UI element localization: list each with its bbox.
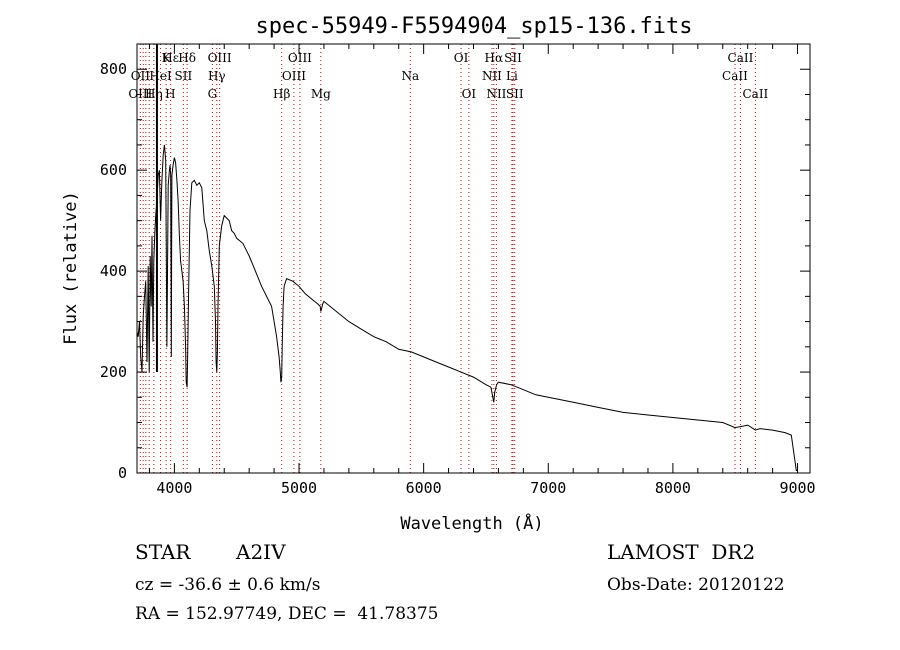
line-annotation: Na: [401, 69, 419, 83]
x-axis-label: Wavelength (Å): [400, 512, 543, 534]
line-annotation: Hα: [485, 51, 504, 65]
y-tick-label: 0: [118, 464, 127, 482]
line-annotation: OIII: [288, 51, 312, 65]
line-annotation: CaII: [722, 69, 748, 83]
plot-frame: [136, 43, 811, 474]
redshift-readout: cz = -36.6 ± 0.6 km/s: [135, 575, 321, 595]
y-tick-label: 200: [100, 363, 127, 381]
object-subclass: A2IV: [236, 540, 286, 564]
y-tick-label: 800: [100, 60, 127, 78]
line-annotation: Hγ: [208, 69, 226, 83]
spectrum-series-line: [136, 144, 798, 471]
line-annotation: CaII: [728, 51, 754, 65]
coordinates-readout: RA = 152.97749, DEC = 41.78375: [135, 604, 439, 624]
line-annotation: OII: [131, 69, 151, 83]
line-annotation: G: [208, 87, 218, 101]
line-annotation: OI: [454, 51, 469, 65]
line-annotation: NII: [486, 87, 506, 101]
object-class: STAR: [135, 540, 191, 564]
line-annotation: H: [165, 87, 175, 101]
survey-name: LAMOST DR2: [607, 540, 756, 564]
line-annotation: Hη: [145, 87, 163, 101]
y-axis: 0 200 400 600 800: [100, 60, 810, 482]
line-annotation: SII: [175, 69, 193, 83]
line-annotation: OI: [462, 87, 477, 101]
line-annotation: Hδ: [178, 51, 196, 65]
chart-title: spec-55949-F5594904_sp15-136.fits: [255, 14, 692, 39]
x-tick-label: 9000: [779, 479, 815, 497]
x-tick-label: 4000: [156, 479, 192, 497]
line-annotation: OIII: [208, 51, 232, 65]
line-annotation: Li: [506, 69, 518, 83]
observation-date: Obs-Date: 20120122: [607, 575, 785, 595]
line-annotation: HeI: [149, 69, 172, 83]
line-annotation: SII: [506, 87, 524, 101]
y-axis-label: Flux (relative): [61, 191, 81, 345]
y-tick-label: 400: [100, 262, 127, 280]
line-annotation: Mg: [311, 87, 331, 101]
x-tick-label: 6000: [406, 479, 442, 497]
x-tick-label: 8000: [655, 479, 691, 497]
line-annotation: Hβ: [273, 87, 290, 101]
line-annotation: OIII: [282, 69, 306, 83]
x-tick-label: 5000: [281, 479, 317, 497]
line-annotation: Hε: [162, 51, 179, 65]
emission-line-markers: [139, 44, 756, 473]
line-annotation: K: [162, 51, 172, 65]
y-tick-label: 600: [100, 161, 127, 179]
line-annotation: SII: [504, 51, 522, 65]
x-tick-label: 7000: [530, 479, 566, 497]
line-annotation: CaII: [742, 87, 768, 101]
line-annotation: NII: [482, 69, 502, 83]
x-axis: 4000 5000 6000 7000 8000 9000: [148, 44, 816, 497]
